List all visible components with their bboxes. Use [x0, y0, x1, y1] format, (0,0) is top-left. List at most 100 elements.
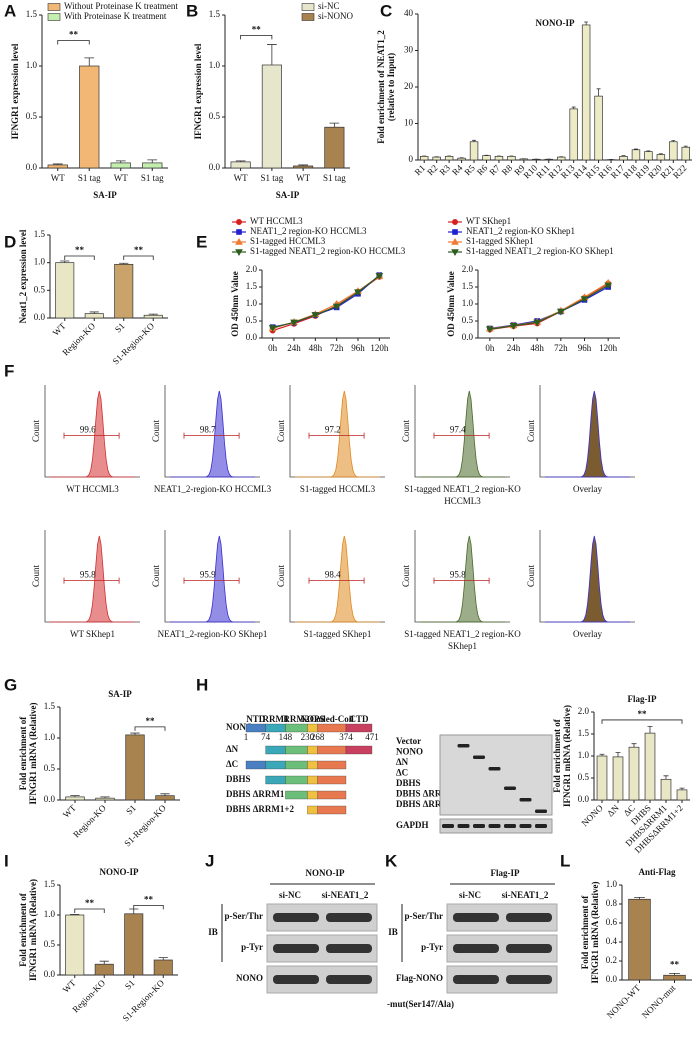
marker: [485, 326, 494, 334]
x-tick-label: 120h: [599, 343, 618, 353]
construct-name: ΔN: [226, 744, 239, 754]
y-axis-label: Fold enrichment of: [18, 716, 28, 790]
y-tick-label: 30: [404, 45, 414, 55]
y-tick-label: 0.6: [606, 917, 618, 927]
domain-segment: [317, 723, 347, 733]
domain-segment: [317, 790, 347, 800]
bar: [84, 313, 104, 319]
gate: [63, 432, 120, 439]
significance-bracket: [601, 719, 683, 724]
x-tick-label: 48h: [530, 343, 544, 353]
legend-label: S1-tagged NEAT1_2 region-KO HCCML3: [250, 246, 406, 256]
y-axis-label: IFNGR1 mRNA (Relative): [28, 703, 38, 805]
legend-label: NEAT1_2 region-KO HCCML3: [250, 226, 367, 236]
legend-marker: [451, 249, 459, 257]
series-line: [489, 282, 609, 330]
error-bar: [679, 787, 685, 790]
gate-percentage: 97.4: [450, 425, 466, 435]
histogram: [170, 390, 255, 478]
x-tick-label: Region-KO: [60, 320, 97, 357]
error-bar: [115, 160, 126, 163]
y-tick-label: 0.5: [34, 284, 46, 294]
band: [504, 824, 516, 828]
y-tick-label: 1.0: [34, 257, 46, 267]
error-bar: [584, 21, 589, 25]
significance-label: **: [85, 898, 95, 908]
marker: [375, 273, 384, 280]
significance-label: **: [134, 245, 144, 255]
legend-label: S1-tagged SKhep1: [466, 236, 534, 246]
histogram-caption: Overlay: [573, 629, 602, 639]
axis-label: Count: [151, 565, 161, 588]
gate: [308, 577, 365, 584]
y-tick-label: 0.5: [462, 315, 474, 325]
significance-label: **: [69, 30, 79, 40]
band: [453, 944, 499, 953]
residue-number: 374: [339, 732, 353, 742]
band: [273, 975, 319, 984]
band: [488, 824, 501, 828]
bar: [596, 755, 608, 801]
lane-label: si-NC: [459, 890, 481, 900]
x-tick-label: S1 tag: [141, 173, 164, 183]
gate-percentage: 95.8: [80, 570, 96, 580]
gate: [183, 577, 240, 584]
y-tick-label: 0.5: [209, 111, 221, 121]
x-tick-label: Region-KO: [70, 977, 107, 1014]
x-tick-label: S1 tag: [260, 173, 283, 183]
histogram-caption: WT SKhep1: [70, 629, 115, 639]
error-bar: [615, 752, 621, 757]
legend-swatch: [301, 3, 315, 11]
y-tick-label: 0.0: [209, 162, 221, 172]
bar: [619, 156, 628, 161]
legend-label: WT HCCML3: [250, 216, 303, 226]
legend-marker: [235, 237, 243, 245]
domain-segment: [307, 745, 318, 755]
x-axis-label: SA-IP: [93, 190, 117, 200]
blot-title: NONO-IP: [306, 868, 345, 878]
domain-segment: [307, 760, 318, 770]
y-axis-label: IFNGR1 mRNA (Relative): [590, 882, 600, 984]
band: [326, 913, 372, 922]
series-line: [272, 275, 380, 330]
error-bar: [99, 960, 109, 965]
error-bar: [621, 155, 626, 157]
domain-segment: [285, 723, 308, 733]
y-axis-label: Fold enrichment of: [18, 892, 28, 966]
bar: [628, 898, 651, 981]
y-tick-label: 0.0: [44, 969, 56, 979]
blot-label: ΔC: [396, 768, 408, 778]
x-tick-label: WT: [114, 173, 128, 183]
bar: [663, 974, 686, 981]
bar: [65, 796, 85, 801]
bar: [142, 162, 163, 169]
histogram: [295, 535, 380, 623]
gate-percentage: 95.8: [450, 570, 466, 580]
legend-marker: [451, 237, 459, 245]
histogram-caption: NEAT1_2-region-KO HCCML3: [154, 484, 272, 494]
x-axis-label: SA-IP: [276, 190, 300, 200]
x-tick-label: 96h: [351, 343, 365, 353]
bar: [612, 756, 624, 801]
gate: [308, 432, 365, 439]
series-line: [272, 275, 380, 329]
band: [504, 786, 516, 790]
bar: [444, 156, 454, 161]
blot-label: DBHS: [396, 778, 421, 788]
significance-label: **: [146, 716, 156, 726]
y-tick-label: 1.5: [462, 281, 474, 291]
axis-label: Count: [276, 565, 286, 588]
histogram-caption: Overlay: [573, 484, 602, 494]
domain-name: CTD: [349, 714, 369, 724]
error-bar: [683, 145, 688, 148]
bar: [261, 64, 282, 169]
band: [506, 944, 552, 953]
panel-letter: H: [196, 675, 208, 694]
histogram: [420, 535, 505, 623]
error-bar: [599, 753, 605, 756]
row-label: p-Tyr: [421, 942, 443, 952]
legend-swatch: [301, 13, 315, 21]
y-tick-label: 0.5: [44, 939, 56, 949]
y-tick-label: 1.0: [462, 298, 474, 308]
